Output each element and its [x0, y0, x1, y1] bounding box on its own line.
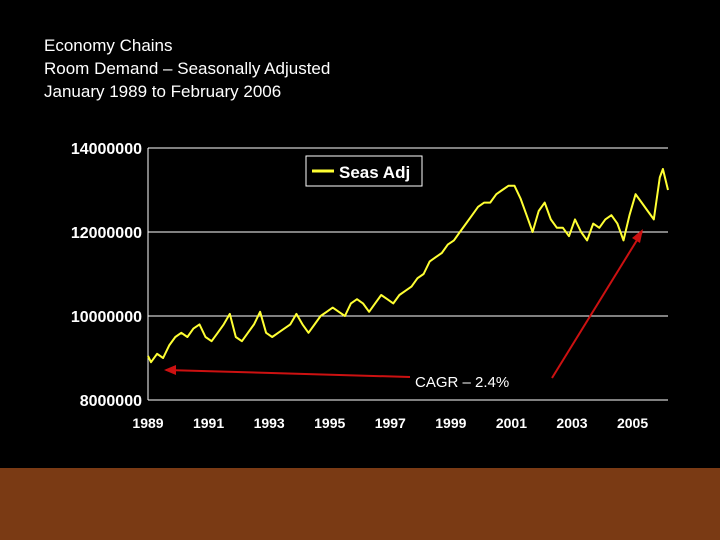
x-tick-label: 1995 — [314, 415, 345, 431]
x-tick-label: 1991 — [193, 415, 224, 431]
y-tick-label: 14000000 — [71, 141, 142, 158]
x-tick-label: 2003 — [556, 415, 587, 431]
x-tick-label: 2001 — [496, 415, 527, 431]
title-line-2: Room Demand – Seasonally Adjusted — [44, 59, 331, 78]
title-line-3: January 1989 to February 2006 — [44, 82, 282, 101]
x-tick-label: 1997 — [375, 415, 406, 431]
x-tick-label: 2005 — [617, 415, 648, 431]
arrow-right — [551, 231, 643, 379]
line-chart: 8000000 10000000 12000000 14000000 1989 1991… — [71, 141, 669, 431]
legend: Seas Adj — [305, 155, 423, 187]
y-tick-label: 10000000 — [71, 309, 142, 326]
x-tick-label: 1999 — [435, 415, 466, 431]
y-tick-label: 8000000 — [80, 393, 142, 410]
arrowhead-left — [164, 365, 176, 375]
footer-band — [0, 468, 720, 540]
x-tick-label: 1993 — [254, 415, 285, 431]
x-axis-tick-labels: 1989 1991 1993 1995 1997 1999 2001 2003 2005 — [132, 415, 648, 431]
series-line-seas-adj — [147, 168, 669, 364]
y-axis-tick-labels: 8000000 10000000 12000000 14000000 — [71, 141, 142, 410]
annotation-arrows — [164, 229, 643, 379]
title-line-1: Economy Chains — [44, 36, 173, 55]
slide-title: Economy Chains Room Demand – Seasonally … — [44, 34, 330, 103]
y-tick-label: 12000000 — [71, 225, 142, 242]
arrowhead-right — [632, 229, 643, 243]
legend-box — [305, 155, 423, 187]
x-tick-label: 1989 — [132, 415, 163, 431]
legend-label-seas-adj: Seas Adj — [339, 163, 410, 182]
arrow-left — [165, 369, 411, 378]
cagr-annotation: CAGR – 2.4% — [415, 374, 509, 391]
